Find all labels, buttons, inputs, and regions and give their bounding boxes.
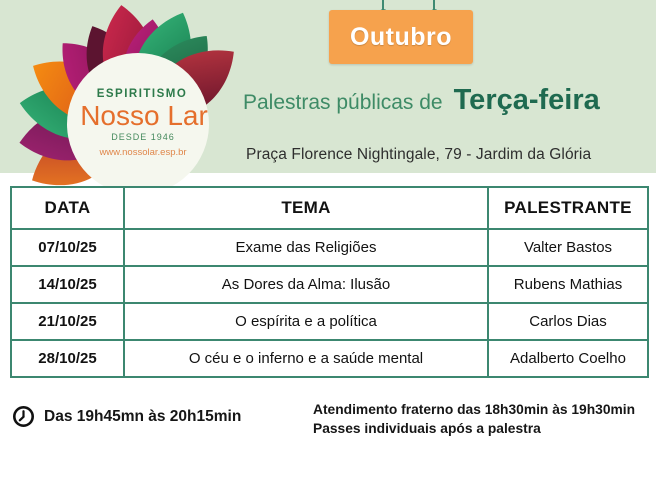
logo-since: DESDE 1946 (111, 132, 175, 142)
column-header-date: DATA (10, 186, 125, 230)
cell-speaker: Carlos Dias (487, 302, 649, 341)
cell-date: 28/10/25 (10, 339, 125, 378)
table-row: 21/10/25 O espírita e a política Carlos … (10, 302, 649, 341)
logo-circle (67, 53, 209, 195)
clock-icon (13, 406, 34, 427)
table-row: 28/10/25 O céu e o inferno e a saúde men… (10, 339, 649, 378)
lecture-time: Das 19h45mn às 20h15min (12, 405, 241, 428)
title-prefix: Palestras públicas de (243, 91, 443, 114)
cell-theme: Exame das Religiões (123, 228, 489, 267)
footer-notes: Atendimento fraterno das 18h30min às 19h… (313, 401, 635, 438)
cell-speaker: Rubens Mathias (487, 265, 649, 304)
cell-speaker: Adalberto Coelho (487, 339, 649, 378)
nosso-lar-logo: ESPIRITISMO Nosso Lar DESDE 1946 www.nos… (19, 5, 234, 195)
title-day: Terça-feira (453, 84, 600, 116)
page-title: Palestras públicas de Terça-feira (243, 84, 653, 117)
footer-note-line2: Passes individuais após a palestra (313, 420, 541, 436)
logo-website: www.nossolar.esp.br (98, 147, 186, 158)
column-header-speaker: PALESTRANTE (487, 186, 649, 230)
venue-address: Praça Florence Nightingale, 79 - Jardim … (246, 146, 592, 163)
table-row: 14/10/25 As Dores da Alma: Ilusão Rubens… (10, 265, 649, 304)
logo-name: Nosso Lar (80, 100, 208, 131)
month-banner: Outubro (329, 10, 473, 64)
month-banner-label: Outubro (349, 22, 453, 51)
logo-subtitle: ESPIRITISMO (97, 88, 188, 100)
footer-note-line1: Atendimento fraterno das 18h30min às 19h… (313, 402, 636, 417)
cell-date: 21/10/25 (10, 302, 125, 341)
column-header-theme: TEMA (123, 186, 489, 230)
cell-theme: O céu e o inferno e a saúde mental (123, 339, 489, 378)
cell-date: 07/10/25 (10, 228, 125, 267)
cell-theme: As Dores da Alma: Ilusão (123, 265, 489, 304)
table-row: 07/10/25 Exame das Religiões Valter Bast… (10, 228, 649, 267)
lecture-time-label: Das 19h45mn às 20h15min (44, 407, 242, 425)
cell-speaker: Valter Bastos (487, 228, 649, 267)
cell-date: 14/10/25 (10, 265, 125, 304)
schedule-table: DATA TEMA PALESTRANTE 07/10/25 Exame das… (10, 186, 649, 378)
table-header-row: DATA TEMA PALESTRANTE (10, 186, 649, 230)
cell-theme: O espírita e a política (123, 302, 489, 341)
